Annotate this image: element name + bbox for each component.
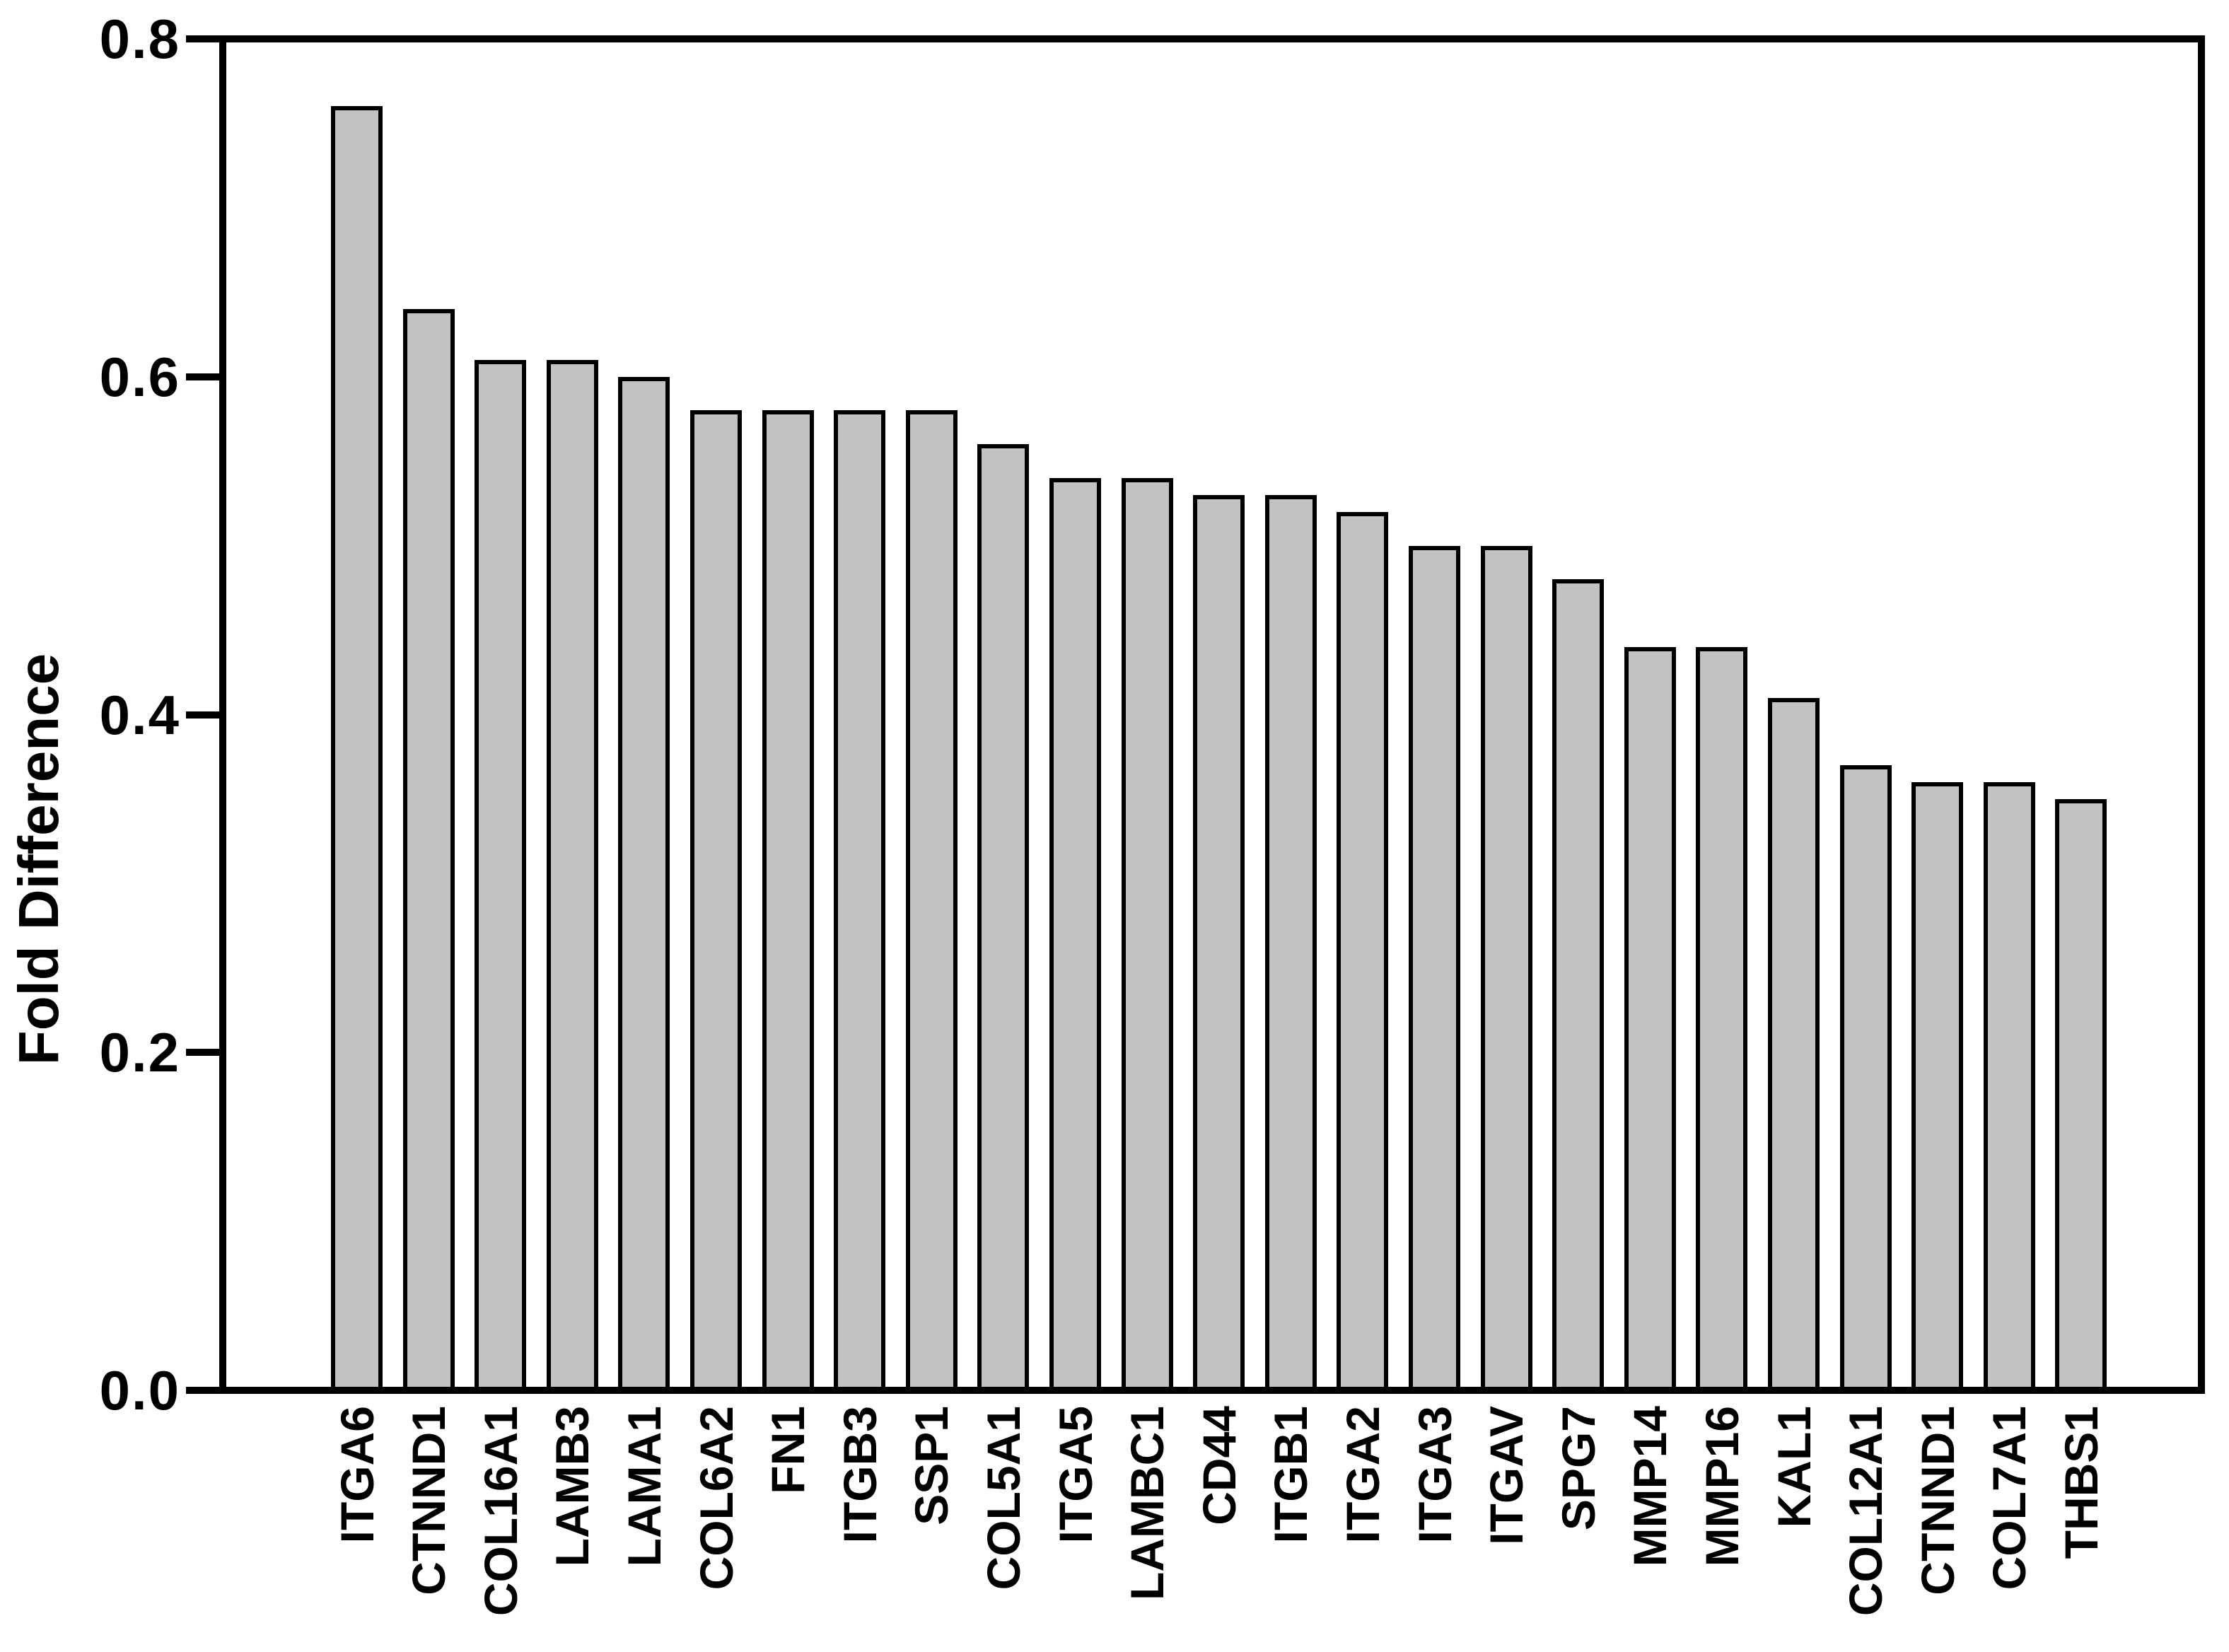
- bar: [1696, 647, 1748, 1387]
- bar: [475, 360, 527, 1387]
- bar: [1552, 579, 1605, 1387]
- x-axis-label: COL5A1: [977, 1406, 1030, 1590]
- bar: [1768, 698, 1820, 1387]
- y-tick: [186, 1387, 219, 1394]
- y-tick-label: 0.6: [99, 346, 180, 408]
- x-axis-label: ITGA6: [330, 1406, 383, 1544]
- x-axis-label: SSP1: [905, 1406, 958, 1525]
- bar: [905, 410, 958, 1387]
- x-axis-label: COL16A1: [474, 1406, 527, 1617]
- bar: [1121, 478, 1173, 1387]
- y-tick-label: 0.2: [99, 1021, 180, 1083]
- x-axis-label: ITGA5: [1049, 1406, 1102, 1544]
- x-axis-label: MMP16: [1695, 1406, 1748, 1567]
- bar: [1983, 782, 2035, 1387]
- bar: [834, 410, 886, 1387]
- x-axis-label: COL12A1: [1839, 1406, 1892, 1617]
- x-axis-label: THBS1: [2054, 1406, 2107, 1559]
- bar: [1480, 546, 1532, 1387]
- y-tick-label: 0.0: [99, 1359, 180, 1421]
- y-tick: [186, 1049, 219, 1056]
- bar: [1193, 495, 1245, 1387]
- bar: [1839, 765, 1892, 1387]
- x-axis-label: ITGB3: [833, 1406, 886, 1544]
- bar: [331, 106, 383, 1387]
- bar: [1911, 782, 1964, 1387]
- x-axis-label: ITGA2: [1336, 1406, 1389, 1544]
- bar: [1624, 647, 1676, 1387]
- bar: [1409, 546, 1460, 1387]
- x-axis-label: KAL1: [1767, 1406, 1820, 1528]
- x-axis-label: LAMB3: [546, 1406, 599, 1567]
- bar: [977, 444, 1030, 1387]
- y-tick-label: 0.4: [99, 684, 180, 746]
- x-axis-label: CD44: [1192, 1406, 1245, 1525]
- bar: [1337, 512, 1389, 1387]
- x-axis-label: COL7A1: [1983, 1406, 2036, 1590]
- x-axis-label: FN1: [762, 1406, 815, 1494]
- y-tick: [186, 711, 219, 719]
- y-tick: [186, 35, 219, 42]
- x-axis-label: ITGAV: [1480, 1406, 1533, 1545]
- x-axis-label: SPG7: [1552, 1406, 1605, 1531]
- y-tick-label: 0.8: [99, 8, 180, 70]
- bar: [618, 377, 670, 1387]
- x-axis-label: CTNND1: [1911, 1406, 1964, 1595]
- y-tick: [186, 373, 219, 380]
- x-axis-label: LAMBC1: [1121, 1406, 1174, 1600]
- bar: [546, 360, 598, 1387]
- bar: [690, 410, 742, 1387]
- bar: [2055, 799, 2107, 1387]
- bar: [762, 410, 814, 1387]
- bar: [1049, 478, 1101, 1387]
- x-axis-label: LAMA1: [617, 1406, 670, 1567]
- x-axis-label: ITGB1: [1264, 1406, 1317, 1544]
- x-axis-label: ITGA3: [1408, 1406, 1461, 1544]
- x-axis-label: CTNND1: [402, 1406, 455, 1595]
- bar: [402, 309, 455, 1387]
- bar: [1264, 495, 1317, 1387]
- x-axis-label: COL6A2: [689, 1406, 743, 1590]
- x-axis-label: MMP14: [1624, 1406, 1677, 1567]
